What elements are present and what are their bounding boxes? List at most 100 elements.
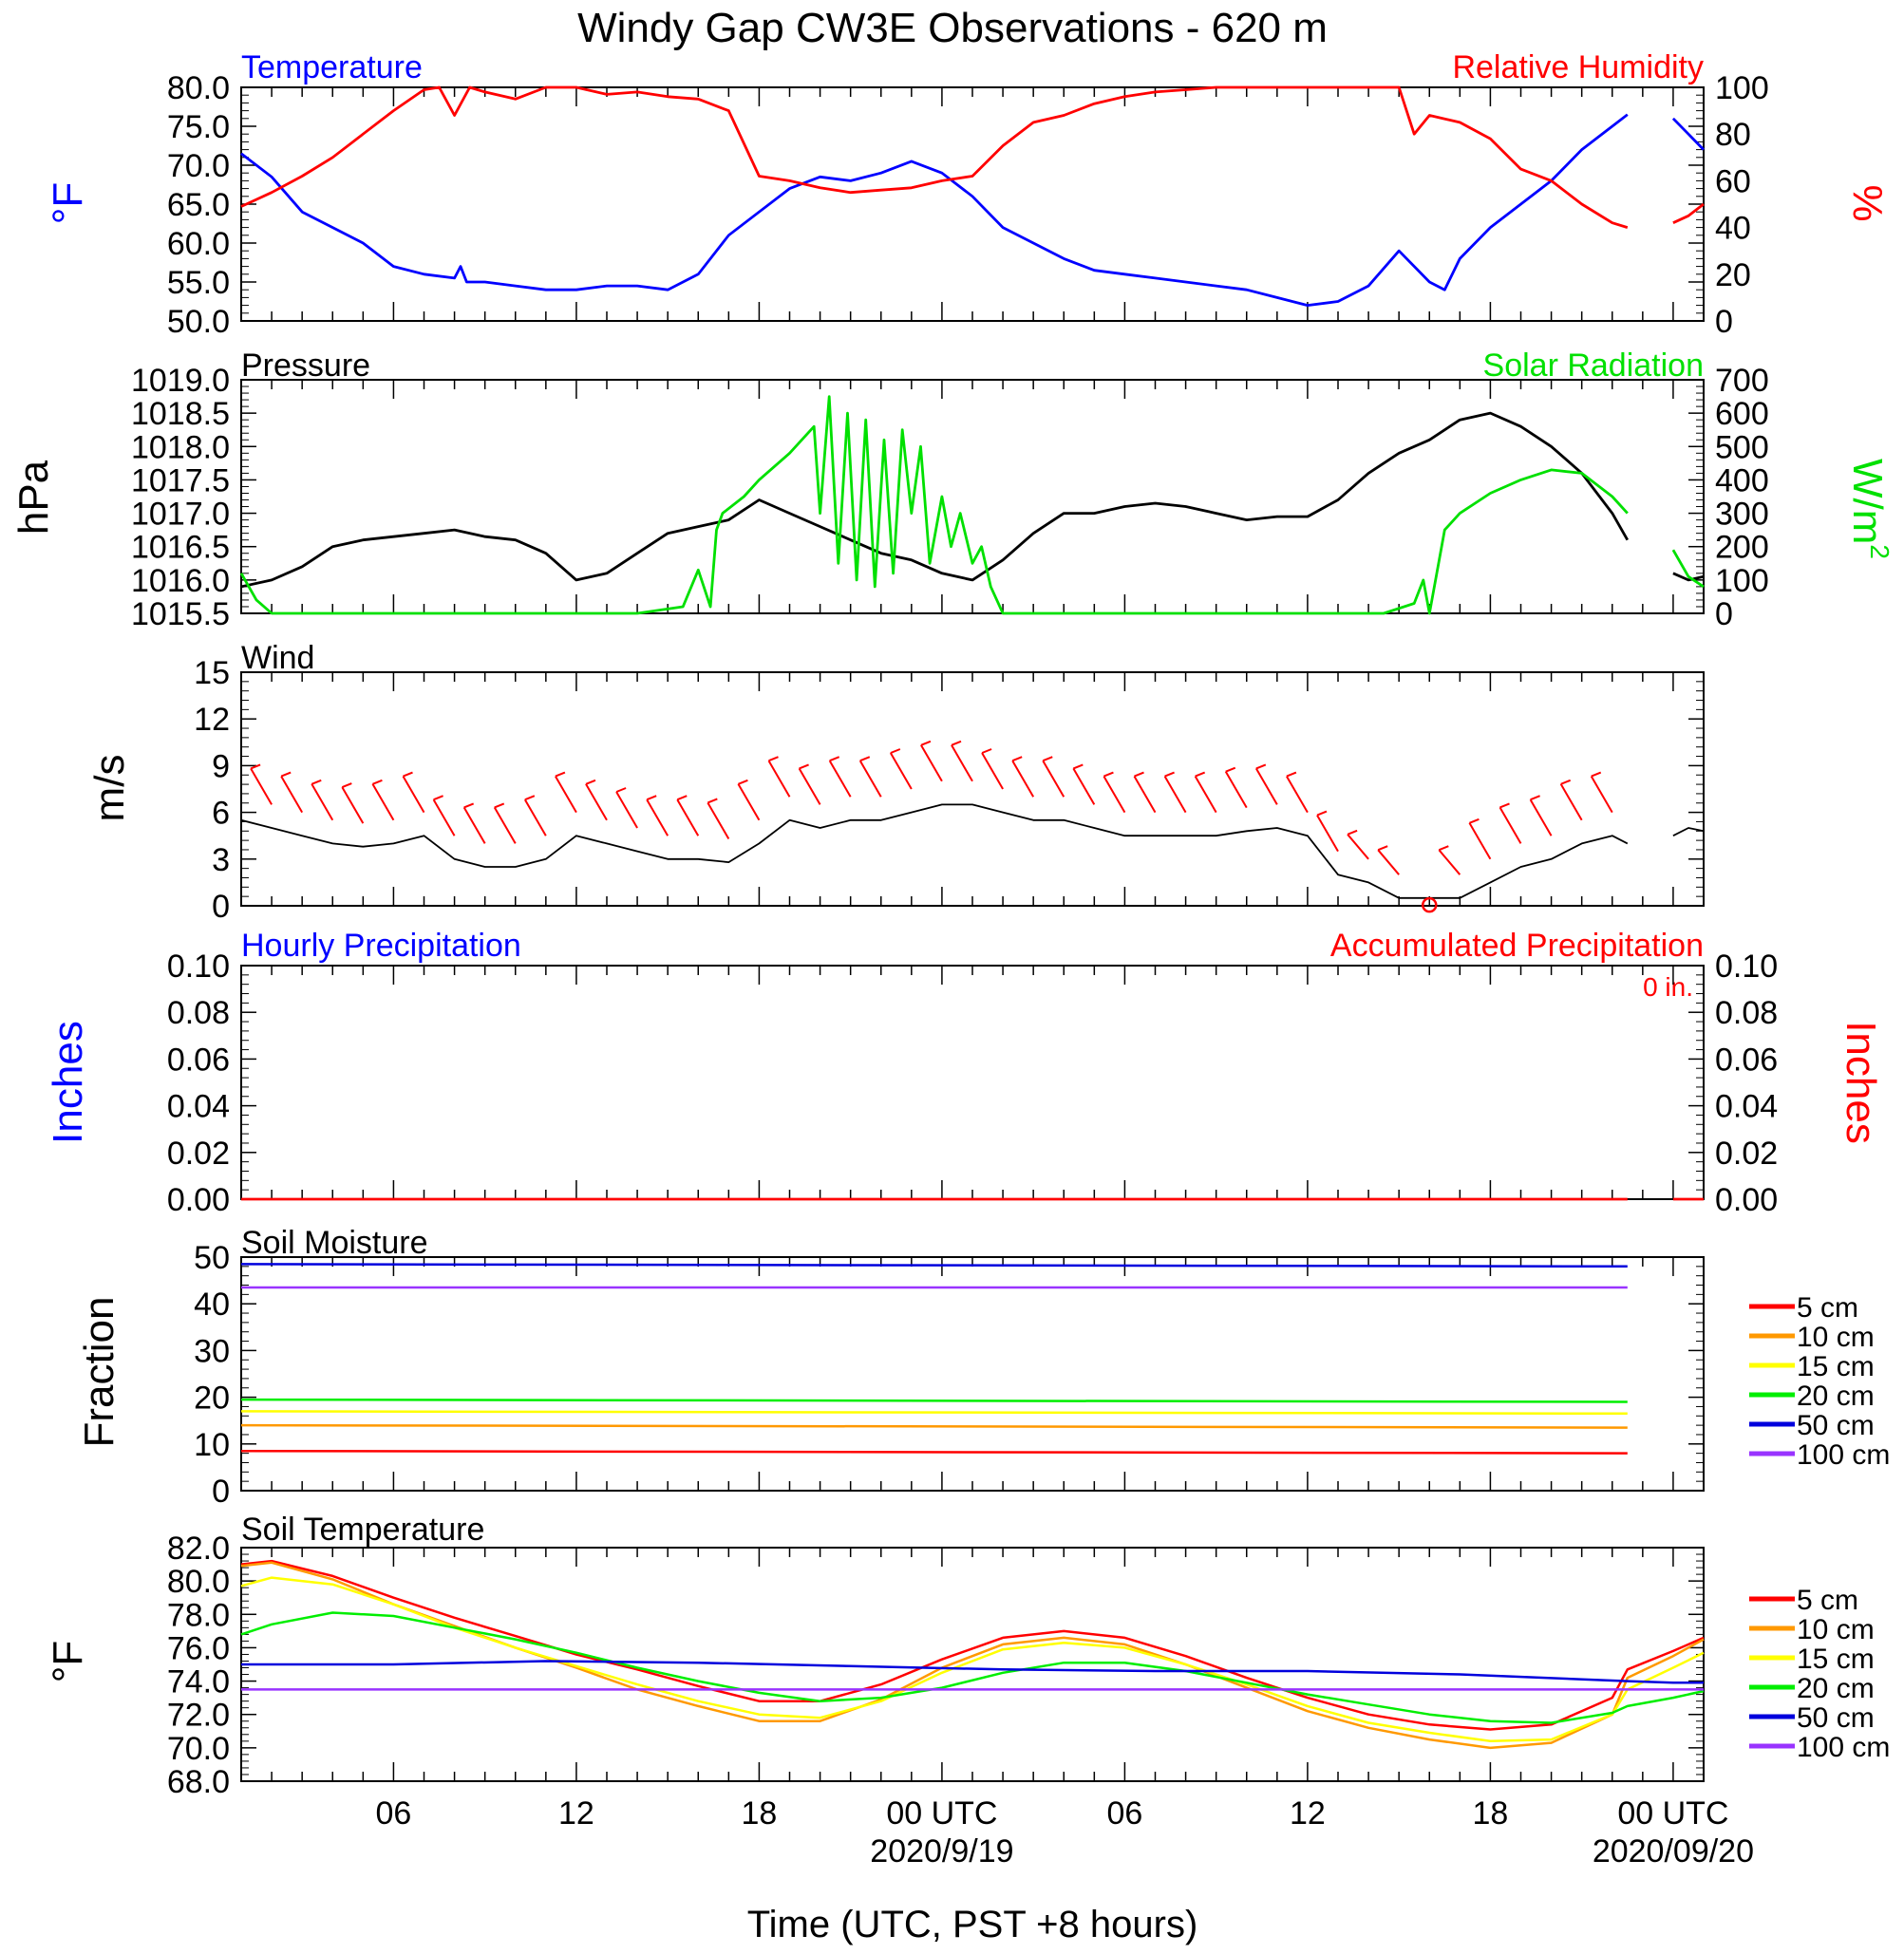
wind-barb: [646, 799, 669, 836]
y2-tick-label: 0: [1715, 596, 1733, 632]
legend-label: 20 cm: [1797, 1673, 1875, 1704]
solar-ylabel: W/m2: [1844, 459, 1895, 559]
soil-moisture-plot: [240, 1256, 1705, 1492]
wind-barb: [1042, 760, 1065, 798]
wind-barb: [1499, 806, 1522, 844]
y2-tick-label: 20: [1715, 257, 1751, 293]
y-tick-label: 1019.0: [131, 363, 230, 399]
y2-tick-label: 300: [1715, 497, 1769, 533]
wind-barb: [1103, 776, 1126, 814]
wind-plot: [240, 671, 1705, 913]
y2-tick-label: 0.06: [1715, 1042, 1778, 1078]
wind-barb-flag: [1286, 771, 1297, 778]
precip-plot: [240, 965, 1705, 1201]
wind-barb: [250, 767, 273, 805]
solar-title: Solar Radiation: [1483, 348, 1704, 384]
y2-tick-label: 200: [1715, 530, 1769, 566]
y-tick-label: 0.00: [167, 1182, 230, 1218]
wind-barb-flag: [1225, 766, 1236, 773]
wind-barb-flag: [1530, 795, 1540, 801]
wind-barb-flag: [1011, 756, 1023, 762]
wind-barb: [1590, 776, 1613, 814]
wind-barb: [1377, 849, 1400, 875]
wind-barb: [798, 767, 821, 805]
y2-tick-label: 0.04: [1715, 1089, 1778, 1125]
legend-label: 50 cm: [1797, 1702, 1875, 1734]
y-tick-label: 0.06: [167, 1042, 230, 1078]
wind-barb: [707, 801, 730, 839]
y-tick-label: 74.0: [167, 1664, 230, 1700]
wind-barb-flag: [676, 795, 688, 801]
pressure-ylabel: hPa: [10, 460, 57, 535]
y2-tick-label: 60: [1715, 163, 1751, 199]
calm-wind-marker: [1422, 896, 1438, 913]
wind-barb: [402, 776, 425, 814]
y-tick-label: 80.0: [167, 1564, 230, 1600]
wind-barb-flag: [1469, 817, 1480, 824]
y-tick-label: 50: [194, 1240, 230, 1276]
x-tick-label: 18: [1473, 1795, 1509, 1832]
soil-moisture-axis-ticks: 50 40 30 20 10 0: [194, 1240, 1704, 1510]
y-tick-label: 3: [212, 842, 230, 878]
y-tick-label: 70.0: [167, 148, 230, 184]
y2-tick-label: 700: [1715, 363, 1769, 399]
20-cm-series: [240, 1398, 1628, 1403]
hourly-precip-title: Hourly Precipitation: [241, 928, 521, 964]
wind-barb-flag: [1499, 802, 1510, 809]
y-tick-label: 1016.5: [131, 530, 230, 566]
solar-ylabel-sup: 2: [1865, 544, 1895, 559]
wind-barb-flag: [1438, 845, 1449, 852]
wind-barb-flag: [768, 756, 779, 762]
wind-barb: [828, 760, 852, 798]
y-tick-label: 82.0: [167, 1531, 230, 1567]
temperature-series: [1671, 117, 1706, 151]
humidity-axis-ticks: 100 80 60 40 20 0: [1715, 70, 1769, 340]
wind-barb-flag: [1042, 756, 1053, 762]
y2-tick-label: 0.10: [1715, 949, 1778, 985]
wind-barb-flag: [738, 779, 748, 785]
pressure-series: [1672, 572, 1705, 582]
accum-precip-ylabel: Inches: [1838, 1021, 1884, 1144]
solar-radiation-series: [1671, 549, 1705, 589]
y-tick-label: 10: [194, 1427, 230, 1463]
5-cm-series: [240, 1449, 1628, 1455]
wind-title: Wind: [241, 640, 314, 676]
wind-barb-flag: [555, 771, 566, 778]
wind-barb-flag: [372, 779, 383, 785]
x-tick-label: 06: [1107, 1795, 1143, 1832]
x-tick-label: 18: [742, 1795, 778, 1832]
y-tick-label: 1016.0: [131, 563, 230, 599]
y-tick-label: 1017.5: [131, 462, 230, 498]
wind-barb: [1438, 849, 1461, 875]
wind-barb: [615, 791, 638, 829]
wind-barb: [1224, 771, 1248, 809]
wind-barb-flag: [829, 756, 840, 762]
5-cm-series: [240, 1559, 1705, 1731]
wind-barb-flag: [433, 795, 443, 801]
y-tick-label: 68.0: [167, 1764, 230, 1800]
y-tick-label: 12: [194, 702, 230, 738]
legend-label: 5 cm: [1797, 1292, 1858, 1324]
y-tick-label: 60.0: [167, 226, 230, 262]
20-cm-series: [240, 1611, 1705, 1724]
x-axis-label: Time (UTC, PST +8 hours): [747, 1904, 1198, 1945]
50-cm-series: [240, 1263, 1628, 1268]
wind-barb: [1286, 776, 1309, 814]
wind-barb: [1072, 767, 1096, 805]
15-cm-series: [240, 1576, 1705, 1743]
y2-tick-label: 100: [1715, 70, 1769, 106]
pressure-axis-ticks: 1019.01018.51018.01017.51017.01016.51016…: [131, 363, 1704, 632]
wind-barb-flag: [859, 756, 871, 762]
wind-barb: [1254, 767, 1278, 805]
y2-tick-label: 80: [1715, 117, 1751, 153]
wind-barb-flag: [341, 782, 352, 789]
y-tick-label: 9: [212, 748, 230, 784]
legend-label: 10 cm: [1797, 1322, 1875, 1353]
accum-precip-title: Accumulated Precipitation: [1330, 928, 1704, 964]
temperature-series: [240, 113, 1629, 308]
y-tick-label: 1018.0: [131, 429, 230, 465]
wind-barb: [1347, 834, 1369, 860]
